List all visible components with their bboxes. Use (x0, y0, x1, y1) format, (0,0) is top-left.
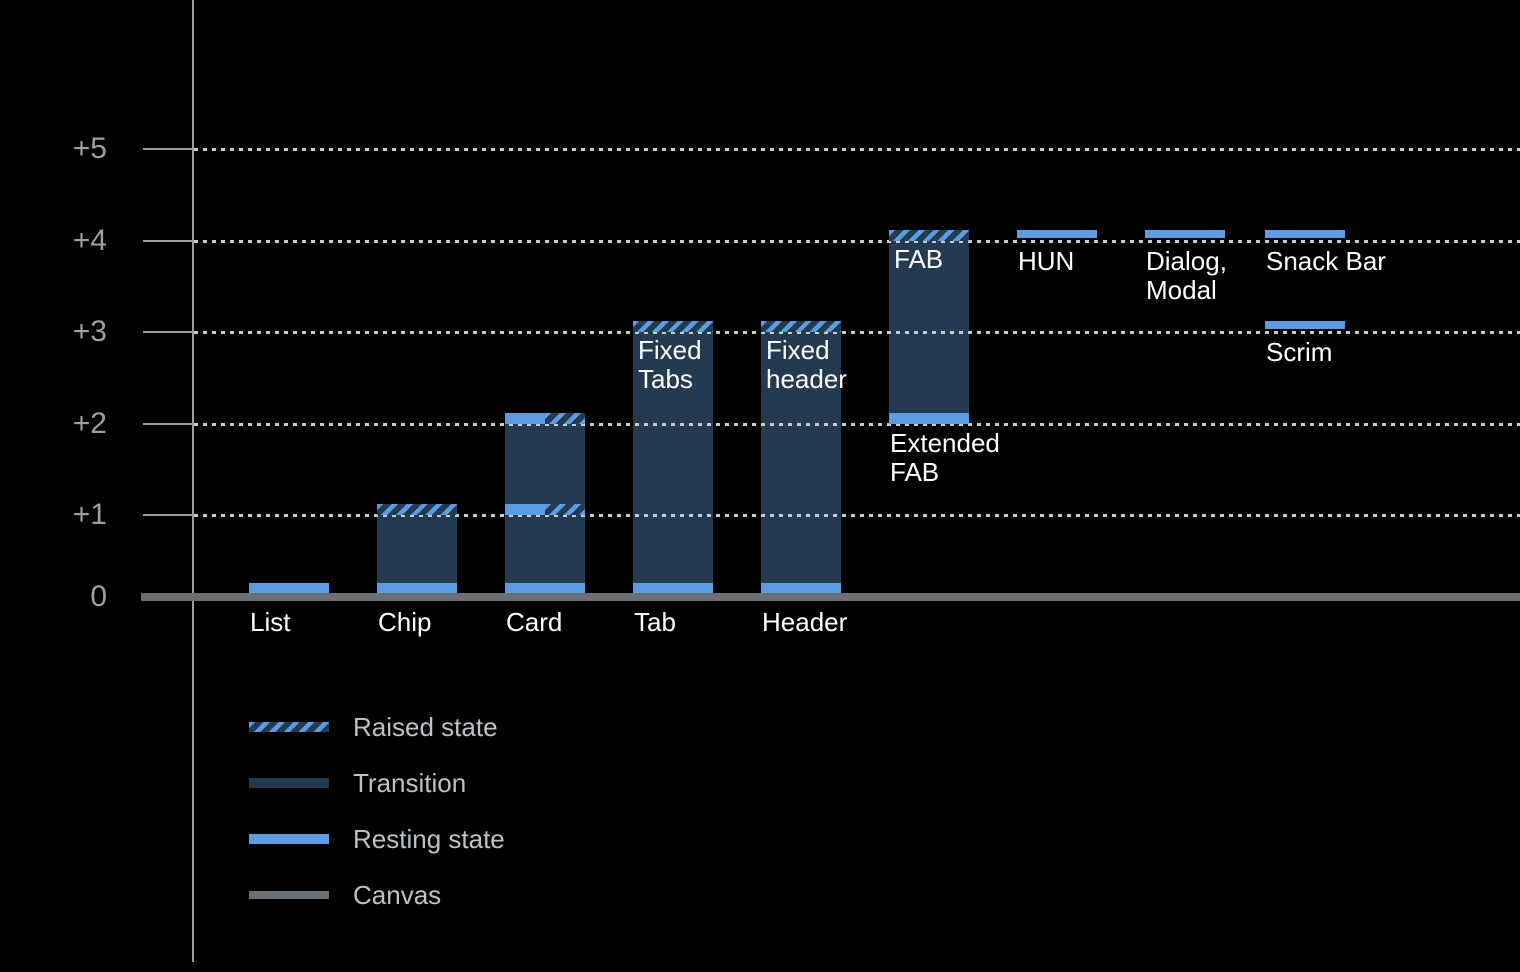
resting-strip (377, 583, 457, 593)
y-axis-tick (143, 423, 192, 425)
y-axis-tick (143, 331, 192, 333)
raised-strip (633, 321, 713, 332)
y-tick-label: +1 (72, 498, 107, 531)
float-label-dialog-modal: Dialog, Modal (1146, 246, 1227, 305)
resting-strip (889, 413, 969, 424)
y-tick-label: +4 (72, 224, 107, 257)
y-tick-label: 0 (90, 580, 107, 613)
y-tick-label: +5 (72, 132, 107, 165)
resting-strip-floating (1017, 230, 1097, 238)
legend-label-canvas: Canvas (353, 880, 442, 910)
y-tick-label: +3 (72, 315, 107, 348)
raised-strip (377, 504, 457, 515)
gridline (194, 148, 1520, 151)
y-axis-tick (143, 514, 192, 516)
bar-inner-label-header: Fixed header (766, 335, 847, 394)
resting-strip-half (505, 504, 545, 515)
category-label-card: Card (506, 607, 563, 637)
resting-strip (249, 583, 329, 593)
raised-strip-half (545, 504, 585, 515)
category-label-chip: Chip (378, 607, 432, 637)
canvas-baseline (141, 593, 1520, 601)
transition-segment (633, 332, 713, 583)
bar-inner-label-tab: Fixed Tabs (638, 335, 702, 394)
legend-label-transition: Transition (353, 768, 467, 798)
resting-strip-floating (1145, 230, 1225, 238)
bar-under-label-fab: Extended FAB (890, 428, 1000, 487)
gridline (194, 331, 1520, 334)
legend-swatch-transition (249, 778, 329, 788)
resting-strip-floating (1265, 321, 1345, 329)
category-label-header: Header (762, 607, 848, 637)
gridline (194, 514, 1520, 517)
legend-swatch-raised (249, 722, 329, 732)
legend-label-resting: Resting state (353, 824, 505, 854)
gridline (194, 240, 1520, 243)
raised-strip (761, 321, 841, 332)
resting-strip (761, 583, 841, 593)
float-label-hun: HUN (1018, 246, 1075, 276)
category-label-list: List (250, 607, 291, 637)
legend-label-raised: Raised state (353, 712, 498, 742)
bar-inner-label-fab: FAB (894, 244, 944, 274)
category-label-tab: Tab (634, 607, 676, 637)
y-axis-tick (143, 240, 192, 242)
legend-swatch-resting (249, 834, 329, 844)
legend-item-canvas: Canvas (249, 880, 441, 910)
gridline (194, 423, 1520, 426)
float-label-snack-bar: Snack Bar (1266, 246, 1386, 276)
resting-strip (505, 583, 585, 593)
transition-segment (889, 241, 969, 413)
resting-strip-half (505, 413, 545, 424)
raised-strip (889, 230, 969, 241)
float-label-scrim: Scrim (1266, 337, 1333, 367)
raised-strip-half (545, 413, 585, 424)
y-tick-label: +2 (72, 407, 107, 440)
resting-strip-floating (1265, 230, 1345, 238)
legend-item-raised: Raised state (249, 712, 498, 742)
legend-item-resting: Resting state (249, 824, 505, 854)
y-axis-tick (143, 148, 192, 150)
resting-strip (633, 583, 713, 593)
legend-item-transition: Transition (249, 768, 466, 798)
legend-swatch-canvas (249, 891, 329, 899)
transition-segment (505, 424, 585, 583)
transition-segment (377, 515, 457, 583)
transition-segment (761, 332, 841, 583)
y-axis-line (192, 0, 194, 962)
